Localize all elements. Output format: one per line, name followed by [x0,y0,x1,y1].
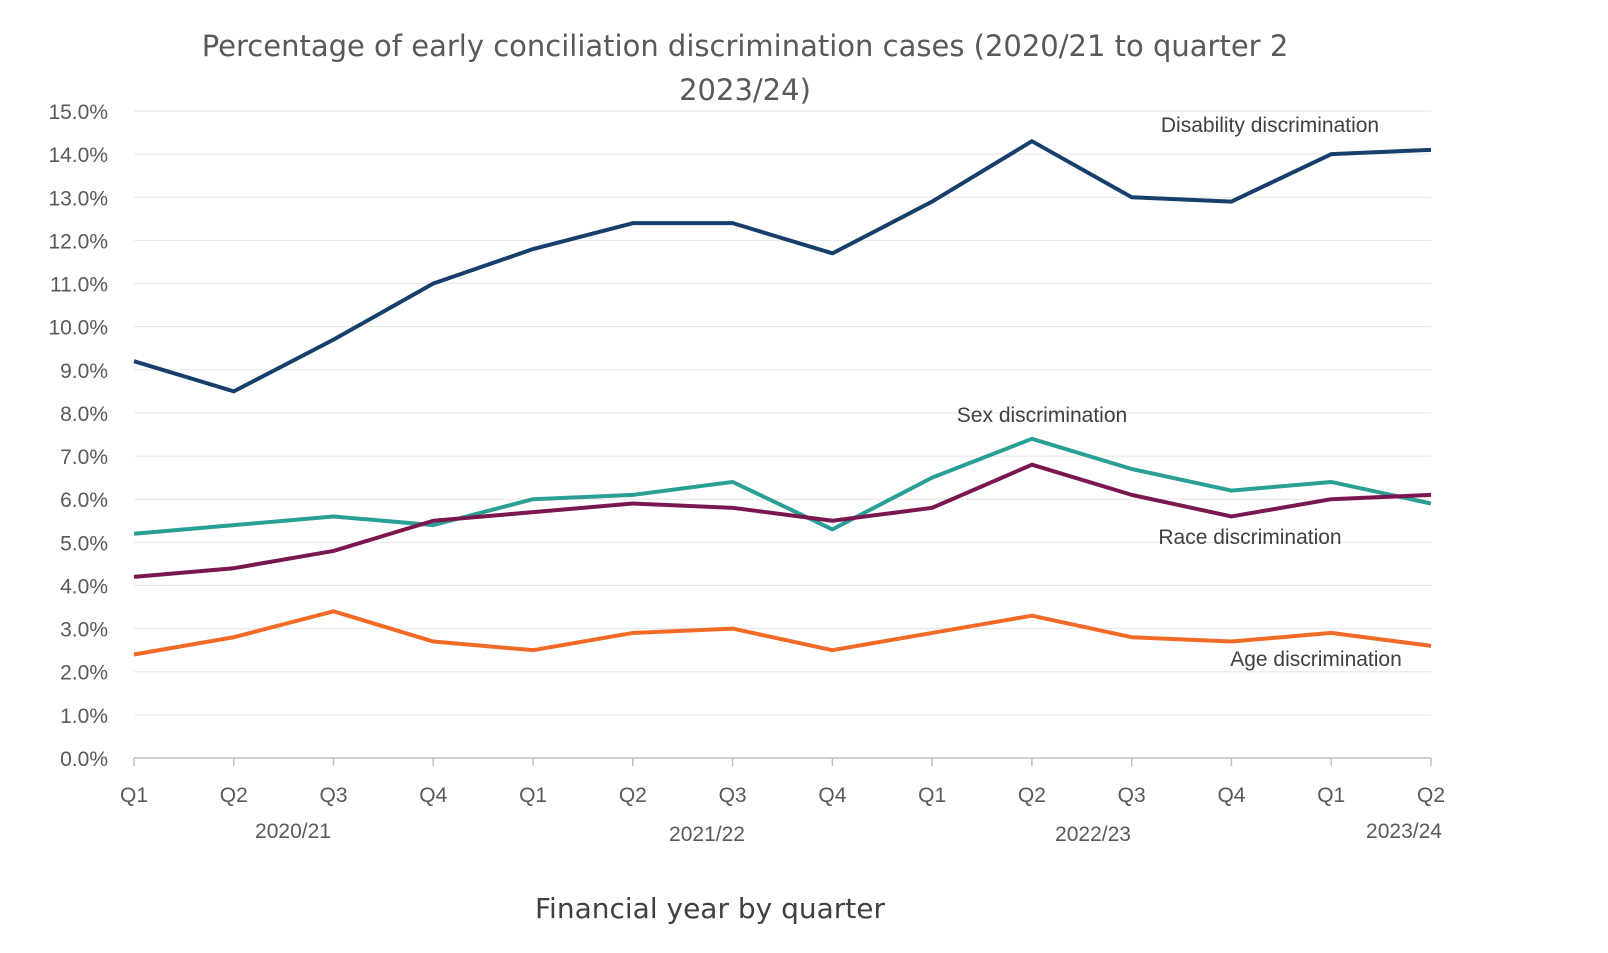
y-tick-label: 1.0% [60,705,108,728]
x-year-group-label: 2022/23 [1055,823,1131,846]
y-tick-label: 5.0% [60,532,108,555]
x-tick-label: Q4 [1217,784,1245,807]
x-tick-label: Q1 [120,784,148,807]
x-year-group-label: 2021/22 [669,823,745,846]
x-tick-label: Q1 [519,784,547,807]
x-year-group-label: 2020/21 [255,820,331,843]
y-tick-label: 8.0% [60,403,108,426]
chart-title-line-2: 2023/24) [679,73,811,107]
x-tick-label: Q2 [1018,784,1046,807]
y-tick-label: 14.0% [48,144,108,167]
y-tick-label: 2.0% [60,662,108,685]
chart-title-line-1: Percentage of early conciliation discrim… [202,29,1289,63]
y-tick-label: 11.0% [50,274,108,297]
series-label-race: Race discrimination [1158,526,1341,549]
y-tick-label: 7.0% [60,446,108,469]
y-tick-label: 15.0% [48,101,108,124]
series-label-sex: Sex discrimination [957,404,1127,427]
y-axis-ticks: 0.0% 1.0% 2.0% 3.0% 4.0% 5.0% 6.0% 7.0% 8.0% 9.0%… [48,101,108,771]
x-tick-label: Q2 [619,784,647,807]
y-tick-label: 4.0% [60,575,108,598]
series-line-race [133,462,1432,579]
series-line-disability [133,139,1432,394]
y-tick-label: 0.0% [60,748,108,771]
series-label-disability: Disability discrimination [1161,114,1379,137]
series-line-age [133,609,1432,657]
series-lines [133,139,1432,657]
series-label-age: Age discrimination [1230,648,1402,671]
y-tick-label: 3.0% [60,619,108,642]
x-axis: Q1 Q2 Q3 Q4 Q1 Q2 Q3 Q4 Q1 Q2 Q3 Q4 Q1 Q2 2020/21 2021/… [120,757,1445,846]
x-tick-label: Q3 [320,784,348,807]
x-tick-label: Q4 [818,784,846,807]
x-year-group-label: 2023/24 [1366,820,1442,843]
x-tick-label: Q1 [1317,784,1345,807]
y-tick-label: 6.0% [60,489,108,512]
x-tick-label: Q2 [1417,784,1445,807]
y-tick-label: 13.0% [48,187,108,210]
x-tick-label: Q2 [220,784,248,807]
x-tick-label: Q3 [1118,784,1146,807]
y-tick-label: 10.0% [48,317,108,340]
y-tick-label: 9.0% [60,360,108,383]
x-axis-title: Financial year by quarter [535,892,886,925]
y-tick-label: 12.0% [48,230,108,253]
gridlines [134,110,1431,716]
series-line-sex [133,436,1432,536]
x-tick-label: Q4 [419,784,447,807]
x-tick-label: Q3 [719,784,747,807]
x-tick-label: Q1 [918,784,946,807]
